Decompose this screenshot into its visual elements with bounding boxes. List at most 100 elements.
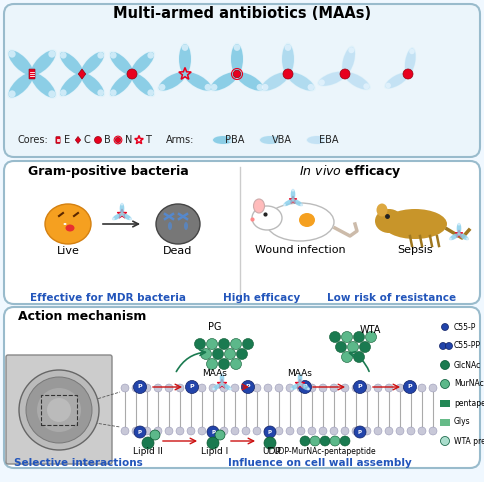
Ellipse shape	[307, 388, 310, 390]
Circle shape	[207, 338, 217, 349]
Circle shape	[198, 384, 206, 392]
Circle shape	[26, 377, 92, 443]
Ellipse shape	[147, 89, 154, 96]
Ellipse shape	[7, 72, 34, 99]
Ellipse shape	[385, 83, 391, 88]
Circle shape	[396, 427, 404, 435]
Ellipse shape	[457, 223, 461, 234]
Ellipse shape	[281, 42, 295, 76]
Text: Dead: Dead	[163, 246, 193, 256]
Circle shape	[440, 437, 450, 445]
Ellipse shape	[185, 72, 212, 91]
Circle shape	[439, 343, 447, 349]
Ellipse shape	[458, 233, 469, 241]
Circle shape	[342, 351, 352, 362]
Text: C55-P: C55-P	[454, 322, 476, 332]
Circle shape	[231, 384, 239, 392]
Circle shape	[429, 384, 437, 392]
Ellipse shape	[257, 84, 263, 91]
FancyBboxPatch shape	[56, 137, 60, 143]
Text: P: P	[408, 385, 412, 389]
Ellipse shape	[307, 84, 314, 91]
Circle shape	[225, 348, 236, 360]
Circle shape	[242, 427, 250, 435]
Circle shape	[220, 427, 228, 435]
Circle shape	[330, 332, 341, 343]
Circle shape	[365, 332, 377, 343]
Ellipse shape	[322, 138, 327, 142]
Ellipse shape	[110, 52, 133, 75]
Circle shape	[253, 427, 261, 435]
Bar	[440, 419, 450, 426]
Text: Lipid I: Lipid I	[201, 446, 228, 455]
Ellipse shape	[458, 223, 460, 226]
FancyBboxPatch shape	[29, 69, 35, 79]
Text: B: B	[104, 135, 111, 145]
Circle shape	[418, 427, 426, 435]
FancyBboxPatch shape	[6, 355, 112, 464]
Text: UDP: UDP	[263, 446, 281, 455]
Circle shape	[215, 430, 225, 440]
Ellipse shape	[405, 48, 416, 74]
Circle shape	[297, 384, 305, 392]
Circle shape	[283, 69, 293, 79]
Ellipse shape	[131, 52, 154, 75]
Circle shape	[385, 427, 393, 435]
Ellipse shape	[212, 383, 222, 390]
Ellipse shape	[287, 71, 316, 92]
Ellipse shape	[283, 199, 294, 206]
Text: N: N	[125, 135, 133, 145]
Ellipse shape	[292, 199, 303, 206]
Circle shape	[209, 427, 217, 435]
Text: High efficacy: High efficacy	[224, 293, 301, 303]
Ellipse shape	[383, 209, 447, 239]
Ellipse shape	[31, 73, 56, 97]
Circle shape	[165, 384, 173, 392]
Circle shape	[121, 384, 129, 392]
Text: Gram-positive bacteria: Gram-positive bacteria	[28, 164, 188, 177]
Text: MAAs: MAAs	[287, 369, 313, 377]
Ellipse shape	[262, 84, 269, 91]
Text: MAAs: MAAs	[203, 369, 227, 377]
Circle shape	[330, 436, 340, 446]
Ellipse shape	[31, 51, 56, 75]
Ellipse shape	[375, 209, 403, 233]
Circle shape	[150, 430, 160, 440]
Circle shape	[340, 69, 350, 79]
Circle shape	[340, 436, 350, 446]
Circle shape	[330, 384, 338, 392]
Bar	[440, 400, 450, 407]
Circle shape	[407, 384, 415, 392]
Circle shape	[200, 348, 212, 360]
Text: P: P	[268, 429, 272, 434]
Ellipse shape	[449, 233, 459, 240]
Ellipse shape	[266, 203, 334, 241]
Circle shape	[441, 323, 449, 331]
Text: Action mechanism: Action mechanism	[18, 310, 146, 323]
Ellipse shape	[121, 203, 123, 205]
Ellipse shape	[385, 73, 408, 88]
Ellipse shape	[30, 49, 57, 76]
Circle shape	[445, 343, 453, 349]
Circle shape	[341, 427, 349, 435]
Circle shape	[195, 338, 206, 349]
Ellipse shape	[229, 388, 232, 390]
Ellipse shape	[112, 214, 122, 220]
Text: EBA: EBA	[319, 135, 338, 145]
Circle shape	[37, 388, 81, 432]
Ellipse shape	[282, 44, 294, 74]
Ellipse shape	[9, 51, 33, 75]
Ellipse shape	[290, 388, 293, 390]
Ellipse shape	[404, 47, 416, 75]
Text: Wound infection: Wound infection	[255, 245, 345, 255]
Circle shape	[319, 427, 327, 435]
Ellipse shape	[130, 51, 155, 76]
Circle shape	[310, 436, 320, 446]
Circle shape	[330, 427, 338, 435]
Text: GlcNAc: GlcNAc	[454, 361, 481, 370]
Ellipse shape	[179, 44, 191, 74]
Ellipse shape	[220, 373, 224, 384]
Text: Arms:: Arms:	[166, 135, 195, 145]
Ellipse shape	[109, 72, 134, 97]
Ellipse shape	[212, 388, 215, 390]
